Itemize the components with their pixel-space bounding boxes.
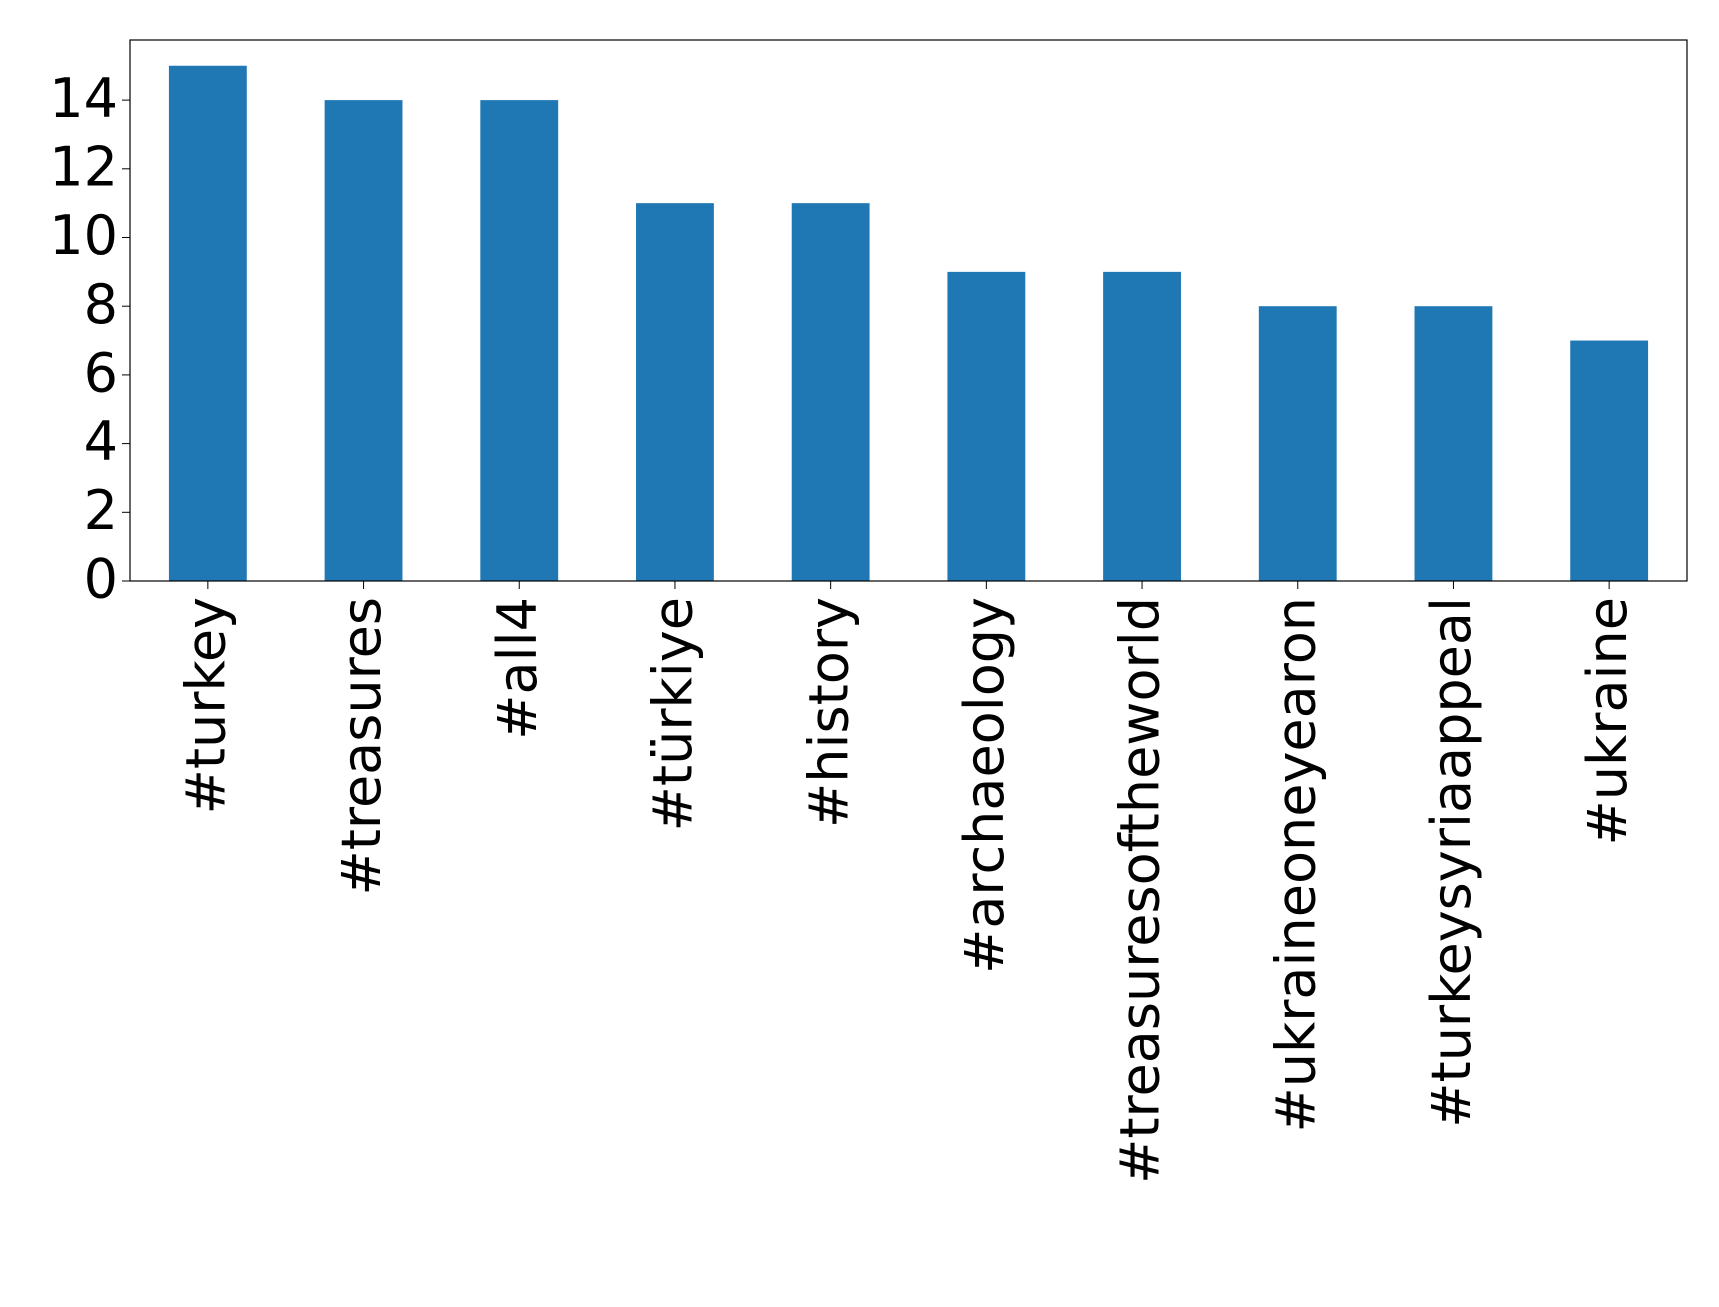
x-tick-label: #treasuresoftheworld — [1109, 597, 1172, 1184]
y-tick-label: 8 — [84, 273, 118, 336]
bar — [791, 203, 870, 581]
bar — [1570, 340, 1649, 581]
x-tick-label: #archaeology — [953, 597, 1016, 974]
y-tick-label: 6 — [84, 342, 118, 405]
bar — [636, 203, 714, 581]
y-tick-label: 14 — [49, 67, 118, 130]
x-tick-label: #turkeysyriaappeal — [1420, 597, 1483, 1128]
y-tick-label: 10 — [49, 204, 118, 267]
bar — [480, 100, 559, 581]
bar — [324, 100, 403, 581]
x-tick-label: #all4 — [486, 597, 549, 740]
y-tick-label: 4 — [84, 410, 118, 473]
bar — [1414, 306, 1493, 581]
x-tick-label: #ukraineoneyearon — [1264, 597, 1327, 1133]
x-tick-label: #history — [797, 597, 860, 828]
bar — [947, 271, 1026, 581]
axes-frame — [129, 39, 1688, 582]
y-tick-label: 0 — [84, 548, 118, 611]
x-tick-label: #treasures — [330, 597, 393, 895]
bar — [1103, 271, 1181, 581]
x-tick-label: #türkiye — [642, 597, 705, 831]
bar — [1258, 306, 1337, 581]
y-tick-label: 2 — [84, 479, 118, 542]
x-tick-label: #ukraine — [1576, 597, 1639, 845]
y-tick-label: 12 — [49, 135, 118, 198]
x-tick-label: #turkey — [174, 597, 237, 814]
bar — [168, 65, 247, 581]
